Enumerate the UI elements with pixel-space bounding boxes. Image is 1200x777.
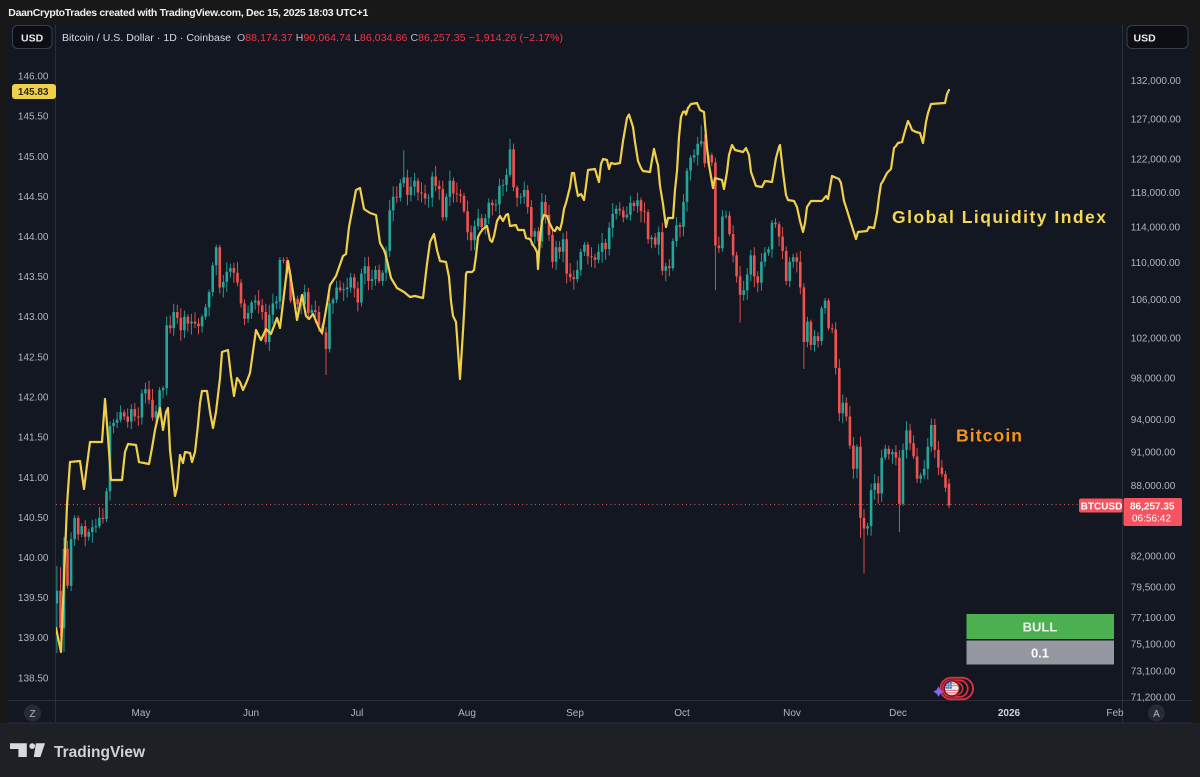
svg-text:Jul: Jul [351,708,364,719]
svg-text:USD: USD [21,33,44,45]
svg-text:139.50: 139.50 [18,593,49,604]
svg-text:145.50: 145.50 [18,112,49,123]
svg-text:138.50: 138.50 [18,673,49,684]
svg-text:Sep: Sep [566,708,584,719]
svg-text:132,000.00: 132,000.00 [1131,76,1181,87]
svg-text:114,000.00: 114,000.00 [1131,223,1181,234]
svg-text:144.00: 144.00 [18,232,49,243]
svg-text:75,100.00: 75,100.00 [1131,639,1176,650]
svg-text:Nov: Nov [783,708,801,719]
svg-text:106,000.00: 106,000.00 [1131,295,1181,306]
svg-text:Bitcoin: Bitcoin [956,426,1022,446]
svg-text:88,000.00: 88,000.00 [1131,481,1176,492]
svg-text:Global Liquidity Index: Global Liquidity Index [892,207,1106,227]
svg-text:118,000.00: 118,000.00 [1131,188,1181,199]
svg-text:86,257.35: 86,257.35 [1130,502,1175,513]
svg-text:DaanCryptoTrades created with: DaanCryptoTrades created with TradingVie… [8,7,368,19]
svg-text:143.50: 143.50 [18,272,49,283]
svg-text:91,000.00: 91,000.00 [1131,448,1176,459]
svg-text:143.00: 143.00 [18,312,49,323]
svg-text:Z: Z [29,709,35,720]
svg-text:140.00: 140.00 [18,553,49,564]
svg-text:82,000.00: 82,000.00 [1131,552,1176,563]
svg-text:127,000.00: 127,000.00 [1131,115,1181,126]
svg-text:139.00: 139.00 [18,633,49,644]
svg-text:98,000.00: 98,000.00 [1131,374,1176,385]
svg-text:Jun: Jun [243,708,259,719]
svg-text:Dec: Dec [889,708,907,719]
svg-text:BULL: BULL [1023,620,1058,635]
svg-text:TradingView: TradingView [54,744,146,761]
svg-text:Bitcoin / U.S. Dollar · 1D · C: Bitcoin / U.S. Dollar · 1D · Coinbase [62,32,231,44]
svg-text:73,100.00: 73,100.00 [1131,666,1176,677]
svg-text:Oct: Oct [674,708,690,719]
svg-text:O88,174.37 H90,064.74 L86,034.: O88,174.37 H90,064.74 L86,034.86 C86,257… [237,32,563,44]
svg-text:145.83: 145.83 [18,87,49,98]
svg-text:A: A [1153,709,1160,720]
svg-text:USD: USD [1134,33,1157,45]
svg-text:Aug: Aug [458,708,476,719]
svg-text:142.50: 142.50 [18,352,49,363]
svg-text:79,500.00: 79,500.00 [1131,583,1176,594]
svg-text:0.1: 0.1 [1031,646,1049,661]
svg-text:141.50: 141.50 [18,433,49,444]
svg-text:71,200.00: 71,200.00 [1131,693,1176,704]
svg-text:BTCUSD: BTCUSD [1081,502,1123,513]
svg-text:102,000.00: 102,000.00 [1131,334,1181,345]
svg-text:142.00: 142.00 [18,393,49,404]
svg-text:77,100.00: 77,100.00 [1131,613,1176,624]
svg-text:2026: 2026 [998,708,1021,719]
svg-text:140.50: 140.50 [18,513,49,524]
svg-text:122,000.00: 122,000.00 [1131,155,1181,166]
svg-text:94,000.00: 94,000.00 [1131,415,1176,426]
svg-text:Feb: Feb [1106,708,1124,719]
svg-text:May: May [132,708,151,719]
svg-text:146.00: 146.00 [18,72,49,83]
svg-text:145.00: 145.00 [18,152,49,163]
svg-text:141.00: 141.00 [18,473,49,484]
svg-text:144.50: 144.50 [18,192,49,203]
svg-text:110,000.00: 110,000.00 [1131,258,1181,269]
svg-text:06:56:42: 06:56:42 [1132,514,1171,525]
